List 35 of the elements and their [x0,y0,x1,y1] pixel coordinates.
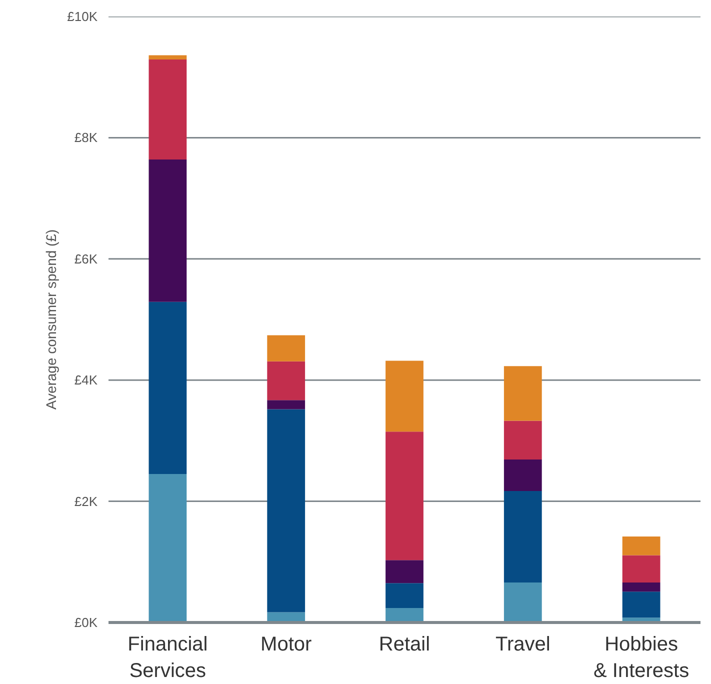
y-tick-label: £6K [74,251,98,266]
bar [622,555,660,583]
y-tick-label: £10K [67,9,98,24]
y-tick-label: £2K [74,494,98,509]
x-tick-label: Hobbies & Interests [594,634,690,682]
bar [622,592,660,618]
bar [504,459,542,491]
x-tick-label: Retail [378,634,430,656]
bar [386,608,424,622]
y-tick-label: £4K [74,372,98,388]
bar [386,360,424,432]
bar [267,400,306,410]
bar [148,302,187,474]
bar [148,60,187,160]
bar [504,420,542,460]
bar [267,361,306,400]
bar [504,366,542,421]
x-tick-label: Financial Services [128,634,208,682]
bar [504,491,542,583]
x-tick-label: Travel [495,634,550,656]
y-tick-label: £8K [74,130,98,146]
y-tick-label: £0K [74,615,98,630]
bar [386,432,424,560]
bar [267,409,306,612]
bar [386,583,424,608]
bar [148,55,187,60]
bar [267,335,306,362]
bar [148,160,187,302]
x-tick-label: Motor [260,634,312,656]
bar [148,474,187,622]
bar [622,536,660,556]
bar [504,582,542,622]
bar [622,582,660,592]
y-axis-title: Average consumer spend (£) [43,229,60,410]
bar [386,560,424,584]
